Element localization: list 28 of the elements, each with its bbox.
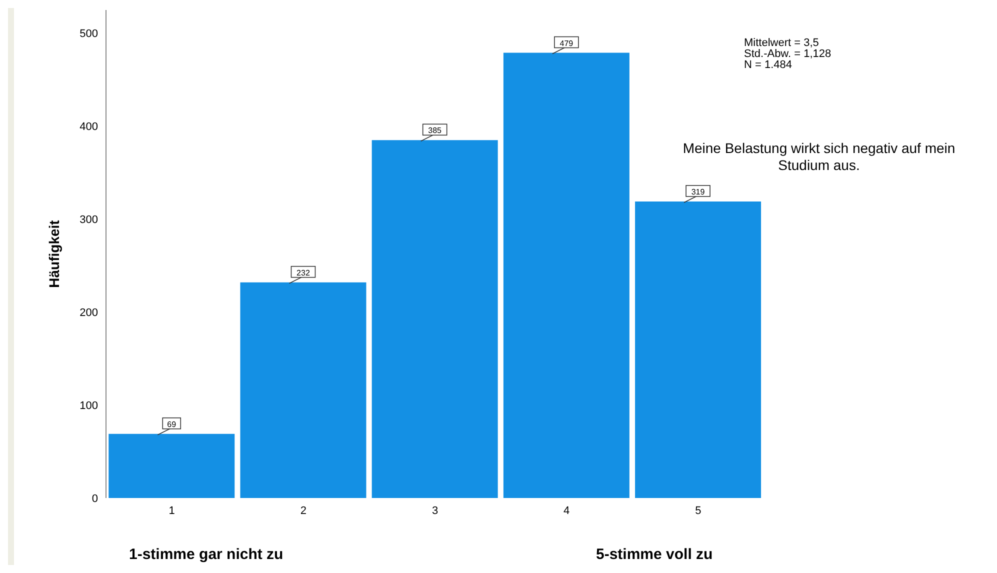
y-tick-label: 500 xyxy=(80,28,98,40)
data-label: 319 xyxy=(691,187,706,196)
annotation: N = 1.484 xyxy=(744,59,794,71)
text: 5-stimme voll zu xyxy=(596,546,713,563)
annotation: Mittelwert = 3,5 xyxy=(744,37,820,49)
y-tick-label: 100 xyxy=(80,400,98,412)
y-tick-label: 300 xyxy=(80,214,98,226)
y-tick-label: 0 xyxy=(92,492,98,505)
data-label: 232 xyxy=(296,268,310,278)
data-label: 385 xyxy=(428,126,442,136)
bar xyxy=(372,140,498,498)
x-tick-label: 5 xyxy=(695,504,702,517)
text: Meine Belastung wirkt sich negativ auf mein Studium aus. xyxy=(682,140,956,174)
y-axis-title: Häufigkeit xyxy=(46,220,62,288)
x-tick-label: 1 xyxy=(168,504,175,517)
bar xyxy=(503,52,630,498)
data-label: 69 xyxy=(167,420,177,429)
annotation: Std.-Abw. = 1,128 xyxy=(744,48,832,60)
x-tick-label: 2 xyxy=(300,504,306,517)
bar xyxy=(240,282,366,498)
bar xyxy=(635,201,762,498)
y-tick-label: 400 xyxy=(80,121,98,134)
x-tick-label: 4 xyxy=(564,504,570,517)
y-tick-label: 200 xyxy=(80,307,98,319)
text: 1-stimme gar nicht zu xyxy=(129,546,284,563)
bar xyxy=(108,434,235,498)
x-tick-label: 3 xyxy=(432,504,438,517)
data-label: 479 xyxy=(560,38,574,48)
